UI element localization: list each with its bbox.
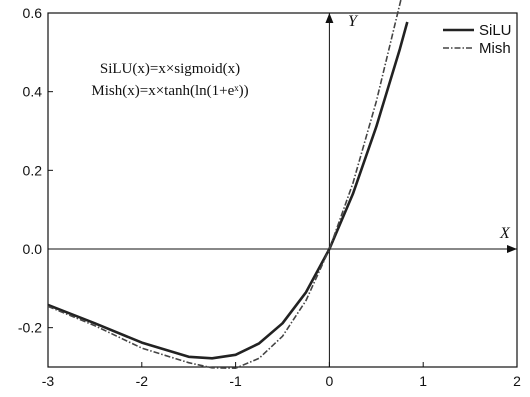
x-axis-label: X [499,225,511,242]
x-axis-arrow [507,245,517,253]
series-lines [47,0,409,370]
x-tick-label: 0 [326,373,334,389]
x-tick-label: 2 [513,373,521,389]
y-tick-label: 0.6 [23,5,43,21]
legend-label-silu: SiLU [479,22,512,39]
y-axis-label: Y [348,13,359,30]
plot-border [47,12,518,368]
zero-axes [48,13,517,367]
legend: SiLU Mish [443,22,512,57]
y-tick-label: -0.2 [18,320,42,336]
x-ticks: -3 -2 -1 0 1 2 [42,362,521,389]
y-tick-label: 0.2 [23,162,43,178]
x-tick-label: 1 [419,373,427,389]
y-tick-label: 0.0 [23,241,43,257]
y-axis-arrow [325,13,334,23]
series-line-mish [47,0,402,370]
y-ticks: -0.2 0.0 0.2 0.4 0.6 [18,5,53,336]
x-tick-label: -3 [42,373,55,389]
legend-label-mish: Mish [479,40,511,57]
plot-frame [47,12,518,368]
x-tick-label: -2 [136,373,149,389]
y-tick-label: 0.4 [23,84,43,100]
mish-formula: Mish(x)=x×tanh(ln(1+eˣ)) [91,83,248,99]
series-line-silu [47,21,409,360]
x-tick-label: -1 [229,373,242,389]
silu-formula: SiLU(x)=x×sigmoid(x) [100,61,240,77]
